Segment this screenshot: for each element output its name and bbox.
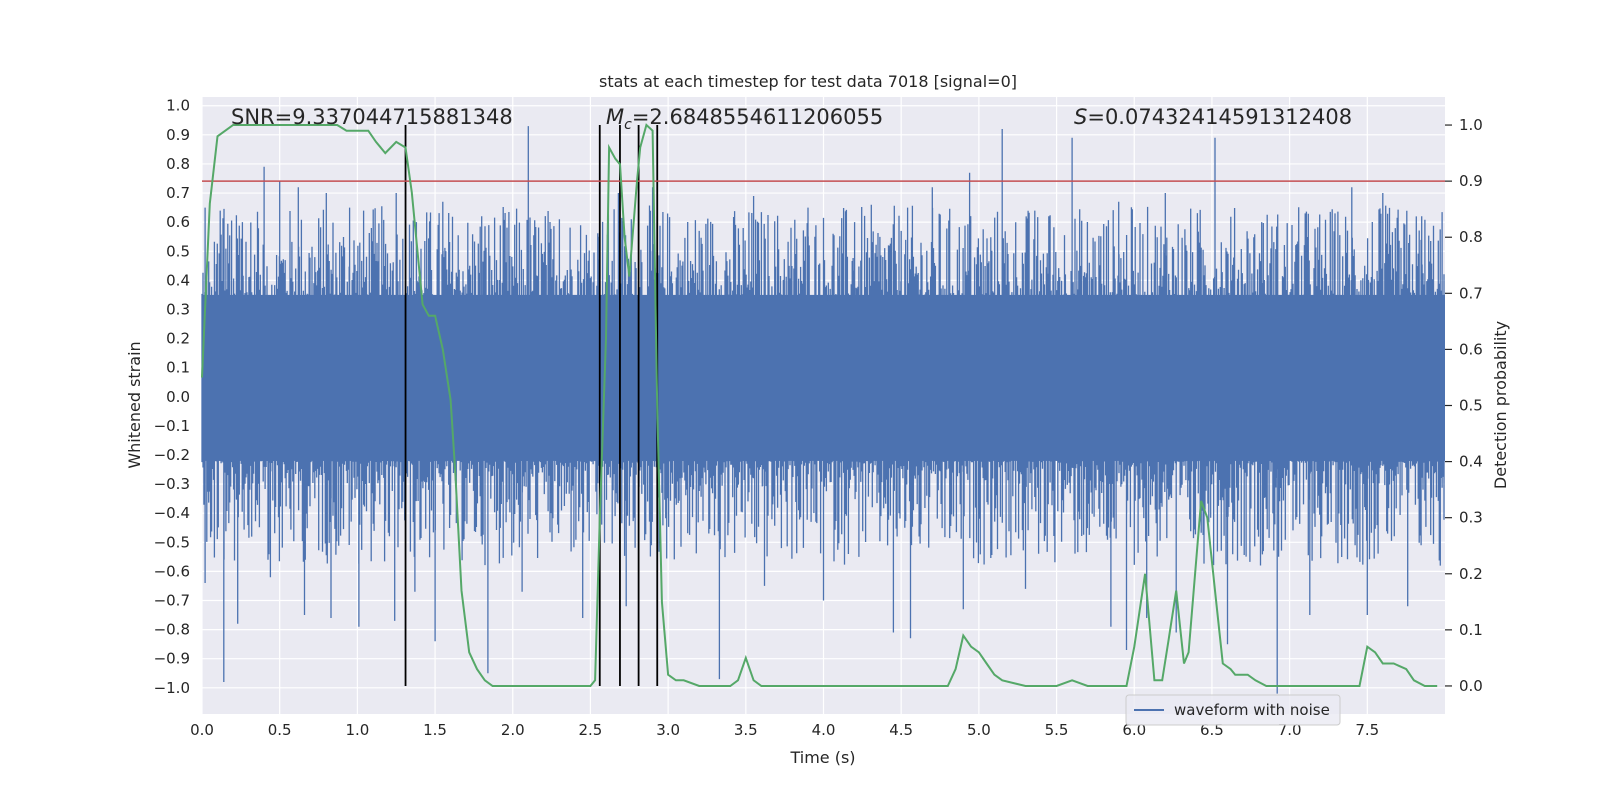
snr-annotation: SNR=9.337044715881348 xyxy=(231,105,513,129)
y-tick-label: 0.4 xyxy=(166,271,190,289)
chart-title: stats at each timestep for test data 701… xyxy=(599,72,1017,91)
y2-axis-ticks: 1.0 0.9 0.8 0.7 0.6 0.5 0.4 0.3 0.2 0.1 0.0 xyxy=(1445,116,1483,695)
x-axis-label: Time (s) xyxy=(789,748,855,767)
y-tick-label: 0.6 xyxy=(166,213,190,231)
y-tick-label: −0.3 xyxy=(154,475,190,493)
y-tick-label: −0.9 xyxy=(154,650,190,668)
chirp-mass-subscript: c xyxy=(624,117,632,133)
y2-tick-label: 0.3 xyxy=(1459,509,1483,527)
y-tick-label: −0.5 xyxy=(154,533,190,551)
y-tick-label: 1.0 xyxy=(166,97,190,115)
y-tick-label: 0.8 xyxy=(166,155,190,173)
y-tick-label: −0.6 xyxy=(154,562,190,580)
y2-axis-label: Detection probability xyxy=(1491,321,1510,489)
y-tick-label: 0.5 xyxy=(166,242,190,260)
x-tick-label: 4.5 xyxy=(889,721,913,739)
x-tick-label: 1.0 xyxy=(345,721,369,739)
y-axis-label: Whitened strain xyxy=(125,341,144,468)
waveform-series xyxy=(201,126,1445,694)
y2-tick-label: 0.4 xyxy=(1459,453,1483,471)
y2-tick-label: 0.9 xyxy=(1459,172,1483,190)
chirp-mass-annotation: Mc=2.6848554611206055 xyxy=(606,105,883,133)
legend: waveform with noise xyxy=(1125,694,1341,726)
y-tick-label: −0.2 xyxy=(154,446,190,464)
y-tick-label: −0.7 xyxy=(154,591,190,609)
x-tick-label: 2.5 xyxy=(579,721,603,739)
y-tick-label: 0.3 xyxy=(166,300,190,318)
x-tick-label: 0.5 xyxy=(268,721,292,739)
y-axis-ticks: 1.0 0.9 0.8 0.7 0.6 0.5 0.4 0.3 0.2 0.1 0.0 −0.1 −0.… xyxy=(154,97,190,697)
y-tick-label: −0.4 xyxy=(154,504,190,522)
y2-tick-label: 0.8 xyxy=(1459,228,1483,246)
y-tick-label: −0.8 xyxy=(154,621,190,639)
y2-tick-label: 0.6 xyxy=(1459,340,1483,358)
y2-tick-label: 0.5 xyxy=(1459,397,1483,415)
x-tick-label: 0.0 xyxy=(190,721,214,739)
y2-tick-label: 0.7 xyxy=(1459,284,1483,302)
detection-probability-line xyxy=(201,123,1438,687)
x-tick-label: 5.0 xyxy=(967,721,991,739)
y-tick-label: −1.0 xyxy=(154,679,190,697)
chirp-mass-symbol: M xyxy=(606,105,624,129)
legend-box xyxy=(1125,694,1341,726)
y-tick-label: 0.0 xyxy=(166,388,190,406)
x-tick-label: 4.0 xyxy=(812,721,836,739)
x-tick-label: 7.5 xyxy=(1355,721,1379,739)
x-tick-label: 2.0 xyxy=(501,721,525,739)
y-tick-label: 0.1 xyxy=(166,359,190,377)
s-annotation: S=0.07432414591312408 xyxy=(1074,105,1352,129)
y-tick-label: −0.1 xyxy=(154,417,190,435)
x-tick-label: 3.0 xyxy=(656,721,680,739)
y2-tick-label: 0.1 xyxy=(1459,621,1483,639)
x-tick-label: 5.5 xyxy=(1045,721,1069,739)
s-symbol: S xyxy=(1074,105,1087,129)
y-tick-label: 0.2 xyxy=(166,330,190,348)
x-tick-label: 1.5 xyxy=(423,721,447,739)
y2-tick-label: 0.2 xyxy=(1459,565,1483,583)
s-value: =0.07432414591312408 xyxy=(1087,105,1352,129)
y2-tick-label: 0.0 xyxy=(1459,677,1483,695)
legend-label-waveform: waveform with noise xyxy=(1174,701,1330,719)
y-tick-label: 0.7 xyxy=(166,184,190,202)
waveform-trace xyxy=(201,126,1445,694)
y2-tick-label: 1.0 xyxy=(1459,116,1483,134)
x-tick-label: 3.5 xyxy=(734,721,758,739)
chirp-mass-value: =2.6848554611206055 xyxy=(632,105,883,129)
y-tick-label: 0.9 xyxy=(166,126,190,144)
